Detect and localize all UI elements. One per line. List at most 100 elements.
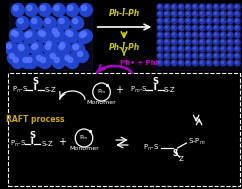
Circle shape xyxy=(82,31,87,37)
Circle shape xyxy=(32,18,37,24)
Circle shape xyxy=(206,39,212,45)
Circle shape xyxy=(192,46,198,52)
Text: Ph• + PhI: Ph• + PhI xyxy=(120,60,158,66)
Circle shape xyxy=(37,29,49,42)
Circle shape xyxy=(44,43,56,56)
Circle shape xyxy=(11,30,16,36)
Circle shape xyxy=(17,43,30,57)
Circle shape xyxy=(207,26,209,28)
Circle shape xyxy=(30,43,43,56)
Circle shape xyxy=(193,19,195,21)
Text: P$_n$-S: P$_n$-S xyxy=(10,139,26,149)
Circle shape xyxy=(178,4,184,10)
Circle shape xyxy=(165,5,167,7)
Text: Z: Z xyxy=(179,156,184,162)
Circle shape xyxy=(213,11,219,17)
Circle shape xyxy=(11,29,24,43)
Circle shape xyxy=(178,39,184,45)
Circle shape xyxy=(200,54,202,56)
Text: +: + xyxy=(58,137,66,147)
Circle shape xyxy=(185,4,191,10)
Circle shape xyxy=(234,39,240,45)
Circle shape xyxy=(171,46,177,52)
Circle shape xyxy=(178,46,184,52)
Circle shape xyxy=(185,39,191,45)
Text: P$_m$-S: P$_m$-S xyxy=(130,85,148,95)
Circle shape xyxy=(66,30,71,36)
Circle shape xyxy=(171,39,177,45)
Circle shape xyxy=(165,12,167,14)
Circle shape xyxy=(60,42,65,48)
Text: +: + xyxy=(115,85,123,95)
Circle shape xyxy=(228,26,230,28)
Circle shape xyxy=(179,19,181,21)
Circle shape xyxy=(185,32,191,38)
Circle shape xyxy=(179,33,181,35)
Circle shape xyxy=(192,25,198,31)
Circle shape xyxy=(220,32,226,38)
Circle shape xyxy=(178,25,184,31)
Circle shape xyxy=(199,4,205,10)
Circle shape xyxy=(213,4,219,10)
Circle shape xyxy=(68,31,73,37)
Circle shape xyxy=(45,40,57,53)
Circle shape xyxy=(27,57,32,63)
Circle shape xyxy=(164,18,170,24)
Circle shape xyxy=(193,61,195,63)
Circle shape xyxy=(192,18,198,24)
Circle shape xyxy=(214,54,216,56)
Circle shape xyxy=(158,12,160,14)
Circle shape xyxy=(220,46,226,52)
Circle shape xyxy=(213,53,219,59)
Circle shape xyxy=(158,5,160,7)
Circle shape xyxy=(228,19,230,21)
Circle shape xyxy=(13,31,18,37)
Circle shape xyxy=(207,47,209,49)
Circle shape xyxy=(164,32,170,38)
Circle shape xyxy=(78,51,83,57)
Polygon shape xyxy=(156,3,240,70)
Circle shape xyxy=(39,4,51,16)
Circle shape xyxy=(52,29,65,43)
Circle shape xyxy=(207,54,209,56)
Circle shape xyxy=(193,5,195,7)
Circle shape xyxy=(192,60,198,66)
Circle shape xyxy=(214,26,216,28)
Text: S: S xyxy=(152,77,158,87)
Circle shape xyxy=(37,55,42,61)
Circle shape xyxy=(221,5,223,7)
Circle shape xyxy=(185,60,191,66)
Circle shape xyxy=(213,46,219,52)
Circle shape xyxy=(199,32,205,38)
Circle shape xyxy=(25,56,38,68)
Circle shape xyxy=(63,53,76,67)
Circle shape xyxy=(80,4,92,16)
Text: Ph-Ī-Ph: Ph-Ī-Ph xyxy=(108,43,140,51)
Circle shape xyxy=(227,46,233,52)
Text: P$_m$: P$_m$ xyxy=(97,88,106,96)
FancyBboxPatch shape xyxy=(8,73,240,186)
Circle shape xyxy=(73,44,78,50)
Circle shape xyxy=(25,4,38,16)
Circle shape xyxy=(73,18,78,24)
Circle shape xyxy=(71,16,83,29)
Circle shape xyxy=(206,60,212,66)
Circle shape xyxy=(172,47,174,49)
Circle shape xyxy=(214,47,216,49)
Circle shape xyxy=(57,43,70,56)
Circle shape xyxy=(207,61,209,63)
Circle shape xyxy=(227,32,233,38)
Circle shape xyxy=(193,40,195,42)
Circle shape xyxy=(234,4,240,10)
Circle shape xyxy=(52,28,57,34)
Circle shape xyxy=(172,12,174,14)
Circle shape xyxy=(165,47,167,49)
Circle shape xyxy=(221,12,223,14)
Text: S-Z: S-Z xyxy=(45,87,57,93)
Circle shape xyxy=(235,19,237,21)
Circle shape xyxy=(178,18,184,24)
Circle shape xyxy=(220,18,226,24)
Circle shape xyxy=(214,5,216,7)
Circle shape xyxy=(213,39,219,45)
Circle shape xyxy=(157,46,163,52)
